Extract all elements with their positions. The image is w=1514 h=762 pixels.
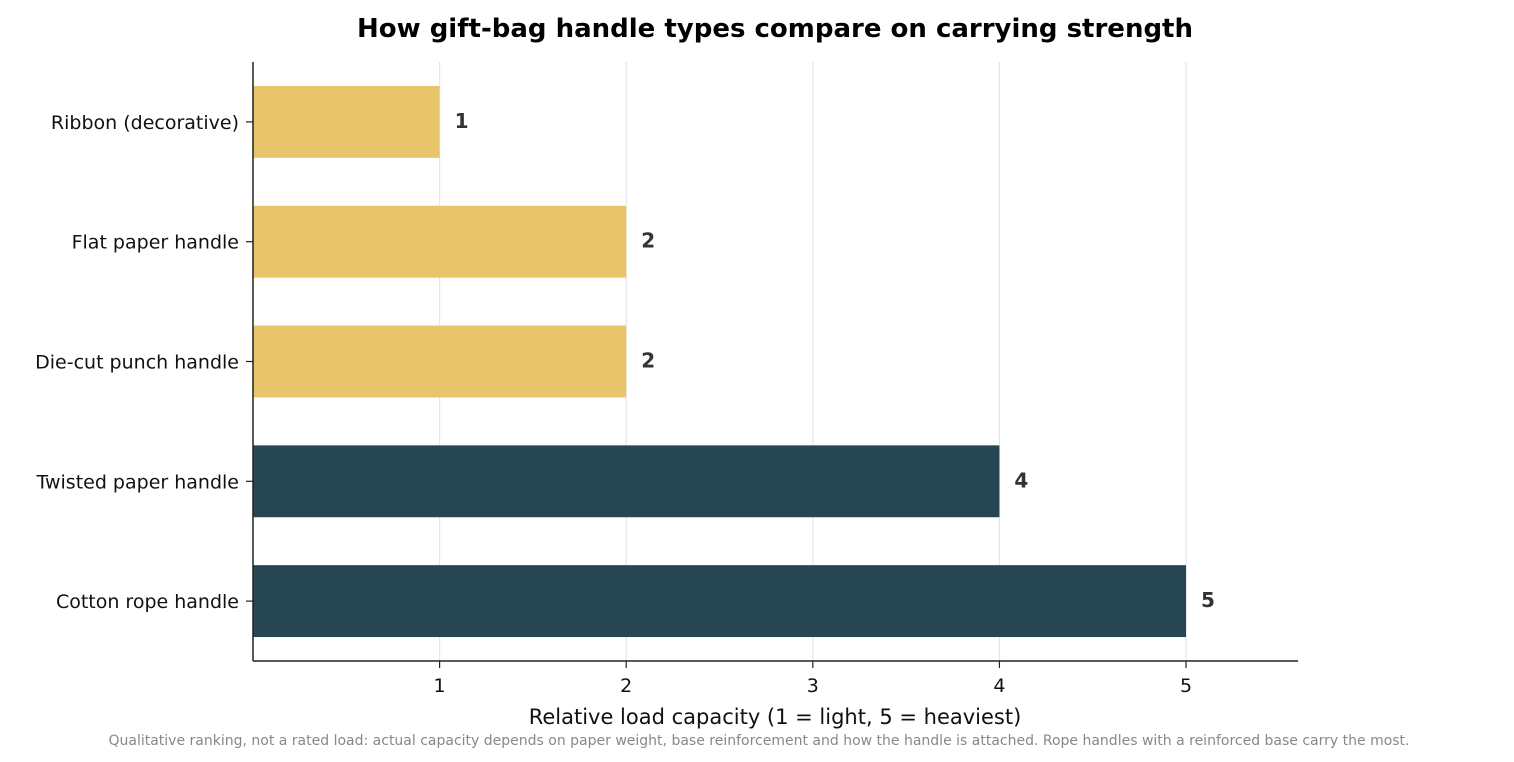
chart-title: How gift-bag handle types compare on car… xyxy=(357,14,1193,44)
x-tick-label: 2 xyxy=(620,675,632,697)
data-label: 1 xyxy=(455,109,469,133)
grid-lines xyxy=(439,62,1187,661)
axes xyxy=(246,62,1298,668)
bar xyxy=(253,325,627,398)
footnote: Qualitative ranking, not a rated load: a… xyxy=(108,733,1409,749)
category-label: Twisted paper handle xyxy=(36,471,239,493)
bar xyxy=(253,85,440,158)
bar xyxy=(253,565,1187,638)
data-label: 2 xyxy=(641,349,655,373)
category-label: Die-cut punch handle xyxy=(35,352,239,374)
x-tick-label: 1 xyxy=(434,675,446,697)
data-label: 2 xyxy=(641,229,655,253)
category-label: Ribbon (decorative) xyxy=(51,112,239,134)
bar xyxy=(253,445,1000,518)
x-axis-label: Relative load capacity (1 = light, 5 = h… xyxy=(529,705,1022,729)
labels: 1 2 3 4 5 Ribbon (decorative) 1 Flat paper hand… xyxy=(35,109,1215,697)
data-label: 5 xyxy=(1201,588,1215,612)
x-tick-label: 4 xyxy=(993,675,1005,697)
bars xyxy=(253,85,1187,638)
data-label: 4 xyxy=(1014,468,1028,492)
category-label: Cotton rope handle xyxy=(56,591,239,613)
x-tick-label: 5 xyxy=(1180,675,1192,697)
x-tick-label: 3 xyxy=(807,675,819,697)
category-label: Flat paper handle xyxy=(72,232,239,254)
bar xyxy=(253,205,627,278)
